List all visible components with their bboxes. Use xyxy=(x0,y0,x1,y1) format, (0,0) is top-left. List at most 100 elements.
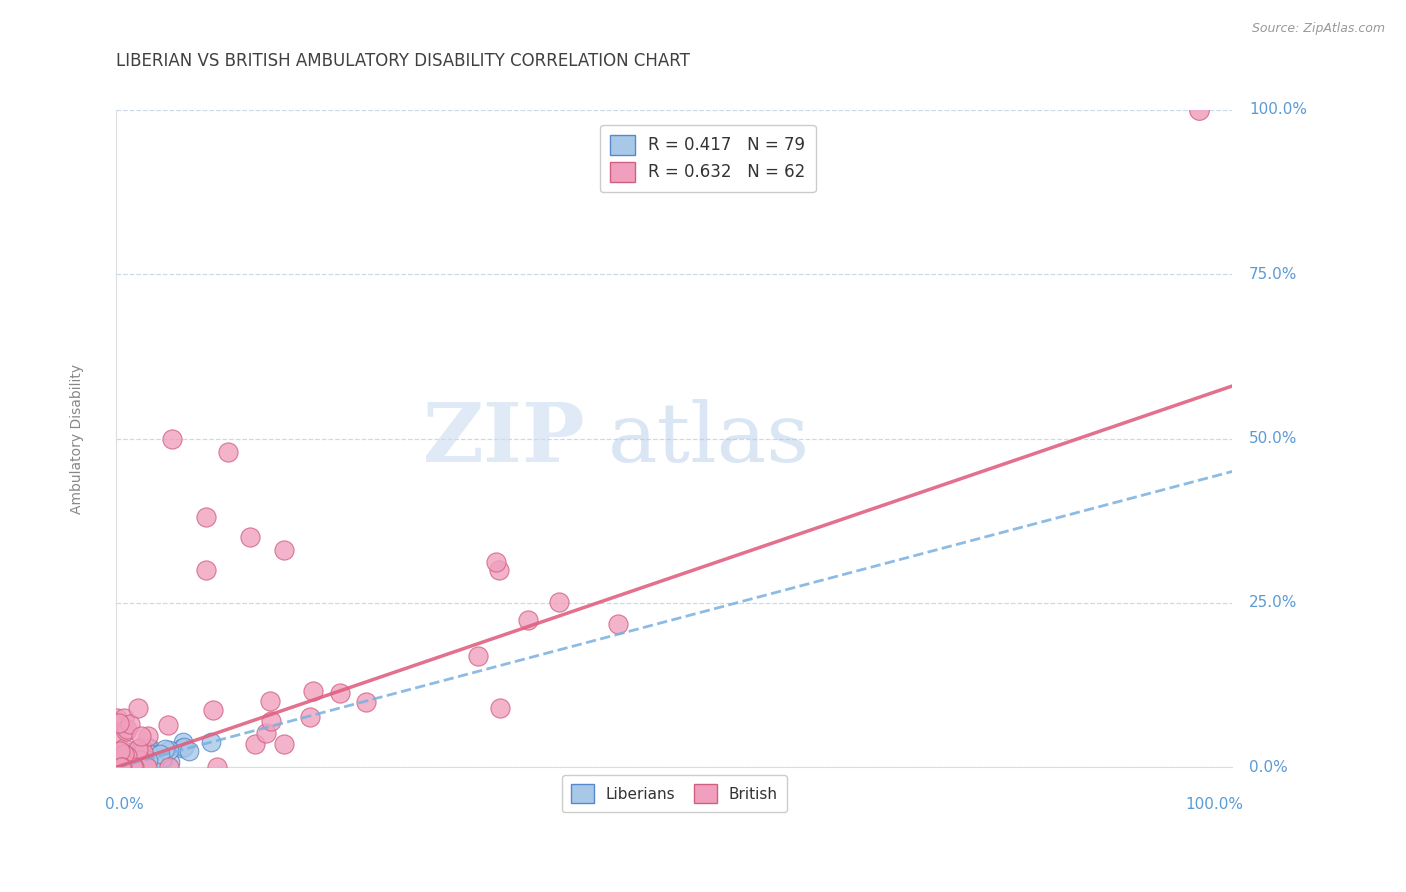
Point xyxy=(108,760,131,774)
Point xyxy=(273,543,295,558)
Point xyxy=(118,746,141,760)
Point xyxy=(194,563,217,577)
Point xyxy=(118,760,141,774)
Point xyxy=(110,754,132,768)
Point xyxy=(298,709,321,723)
Point xyxy=(107,756,129,771)
Point xyxy=(110,760,132,774)
Point xyxy=(156,718,179,732)
Point xyxy=(157,760,180,774)
Text: 0.0%: 0.0% xyxy=(1249,760,1288,775)
Text: LIBERIAN VS BRITISH AMBULATORY DISABILITY CORRELATION CHART: LIBERIAN VS BRITISH AMBULATORY DISABILIT… xyxy=(117,53,690,70)
Point xyxy=(239,530,262,544)
Point xyxy=(127,701,149,715)
Point xyxy=(122,753,145,767)
Point xyxy=(129,753,152,767)
Point xyxy=(118,755,141,769)
Point xyxy=(107,711,129,725)
Point xyxy=(131,750,153,764)
Point xyxy=(136,760,159,774)
Point xyxy=(254,726,277,740)
Point xyxy=(201,703,224,717)
Point xyxy=(108,715,131,730)
Point xyxy=(132,750,155,764)
Point xyxy=(132,745,155,759)
Point xyxy=(173,740,195,755)
Point xyxy=(152,752,174,766)
Point xyxy=(131,755,153,769)
Point xyxy=(125,747,148,762)
Point xyxy=(517,614,540,628)
Point xyxy=(107,755,129,769)
Point xyxy=(135,755,157,769)
Point xyxy=(150,750,173,764)
Text: ZIP: ZIP xyxy=(422,399,585,479)
Point xyxy=(121,760,143,774)
Point xyxy=(128,760,150,774)
Point xyxy=(111,759,134,773)
Point xyxy=(146,748,169,763)
Point xyxy=(108,760,131,774)
Point xyxy=(547,595,569,609)
Point xyxy=(177,743,200,757)
Point xyxy=(124,756,146,770)
Point xyxy=(112,757,135,772)
Point xyxy=(127,760,149,774)
Point xyxy=(112,754,135,768)
Point xyxy=(124,760,146,774)
Point xyxy=(115,724,138,739)
Point xyxy=(170,740,193,755)
Point xyxy=(149,747,172,762)
Point xyxy=(112,744,135,758)
Point xyxy=(129,760,152,774)
Point xyxy=(112,759,135,773)
Point xyxy=(115,748,138,763)
Point xyxy=(115,759,138,773)
Text: 75.0%: 75.0% xyxy=(1249,267,1298,282)
Point xyxy=(107,756,129,771)
Point xyxy=(120,760,142,774)
Point xyxy=(118,760,141,774)
Point xyxy=(107,756,129,770)
Point xyxy=(114,756,136,770)
Text: 100.0%: 100.0% xyxy=(1185,797,1243,812)
Point xyxy=(135,760,157,774)
Point xyxy=(467,648,489,663)
Point xyxy=(485,555,508,569)
Text: 100.0%: 100.0% xyxy=(1249,103,1308,118)
Point xyxy=(136,741,159,756)
Point xyxy=(107,732,129,747)
Point xyxy=(136,729,159,743)
Point xyxy=(120,750,142,764)
Point xyxy=(122,760,145,774)
Point xyxy=(194,510,217,524)
Point xyxy=(110,760,132,774)
Point xyxy=(107,760,129,774)
Point xyxy=(110,760,132,774)
Point xyxy=(356,695,378,709)
Point xyxy=(245,737,267,751)
Point xyxy=(134,747,156,762)
Point xyxy=(131,739,153,754)
Point xyxy=(115,722,138,736)
Point xyxy=(301,683,323,698)
Point xyxy=(110,760,132,774)
Text: 25.0%: 25.0% xyxy=(1249,596,1298,610)
Point xyxy=(124,760,146,774)
Point xyxy=(115,760,138,774)
Point xyxy=(110,760,132,774)
Point xyxy=(127,742,149,756)
Point xyxy=(205,760,228,774)
Point xyxy=(108,750,131,764)
Point xyxy=(108,758,131,772)
Point xyxy=(115,760,138,774)
Point xyxy=(120,756,142,770)
Point xyxy=(172,735,194,749)
Point xyxy=(131,748,153,763)
Point xyxy=(108,744,131,758)
Point xyxy=(259,694,281,708)
Text: 0.0%: 0.0% xyxy=(105,797,143,812)
Point xyxy=(200,734,222,748)
Point xyxy=(131,754,153,768)
Point xyxy=(329,685,352,699)
